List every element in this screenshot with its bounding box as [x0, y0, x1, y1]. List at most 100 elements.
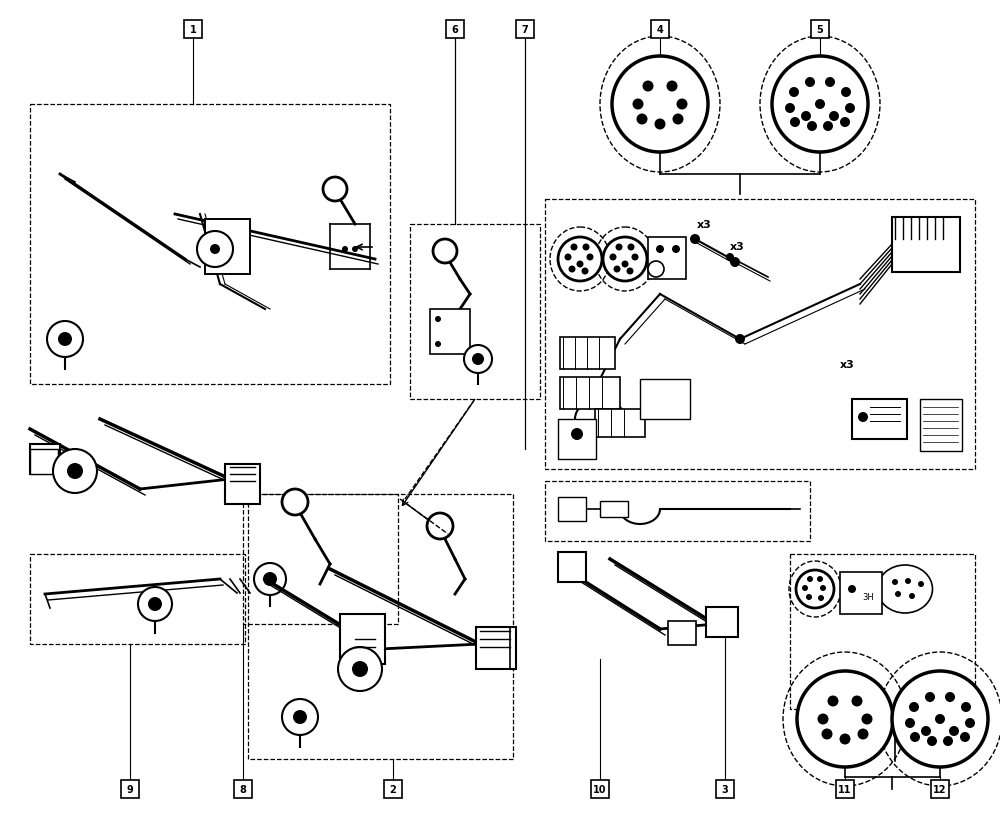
Circle shape [807, 122, 817, 132]
Bar [243, 495, 398, 624]
Text: 7: 7 [522, 25, 528, 35]
Circle shape [818, 713, 828, 725]
Circle shape [943, 736, 953, 746]
Bar [446, 21, 464, 39]
Circle shape [772, 57, 868, 153]
Circle shape [254, 563, 286, 595]
Bar [706, 607, 738, 637]
Circle shape [672, 246, 680, 254]
Circle shape [927, 736, 937, 746]
Circle shape [571, 428, 583, 441]
Bar [595, 410, 645, 437]
Circle shape [825, 78, 835, 88]
Circle shape [148, 597, 162, 611]
Circle shape [796, 570, 834, 609]
Circle shape [632, 254, 639, 261]
Text: 1: 1 [190, 25, 196, 35]
Circle shape [822, 729, 832, 740]
Circle shape [892, 672, 988, 767]
Bar [248, 495, 513, 759]
Bar [558, 552, 586, 582]
Text: x3: x3 [840, 360, 855, 369]
Circle shape [586, 254, 594, 261]
Circle shape [925, 692, 935, 702]
Circle shape [802, 586, 808, 591]
Bar [30, 445, 60, 474]
Bar [30, 554, 245, 645]
Bar [410, 224, 540, 400]
Text: 2: 2 [390, 784, 396, 794]
Bar [836, 780, 854, 798]
Bar [121, 780, 139, 798]
Circle shape [790, 118, 800, 128]
Text: 6: 6 [452, 25, 458, 35]
Circle shape [961, 702, 971, 713]
Bar [591, 780, 609, 798]
Circle shape [558, 238, 602, 282]
Circle shape [197, 232, 233, 268]
Circle shape [342, 247, 348, 253]
Circle shape [282, 699, 318, 735]
Bar [545, 482, 810, 541]
Circle shape [564, 254, 572, 261]
Circle shape [626, 268, 634, 275]
Circle shape [138, 587, 172, 622]
Circle shape [801, 112, 811, 122]
Circle shape [690, 235, 700, 245]
Bar [30, 105, 390, 385]
Text: 10: 10 [593, 784, 607, 794]
Circle shape [637, 115, 648, 125]
Circle shape [642, 81, 654, 93]
Circle shape [918, 581, 924, 587]
Circle shape [905, 718, 915, 728]
Circle shape [862, 713, 872, 725]
Bar [558, 419, 596, 459]
Circle shape [805, 78, 815, 88]
Circle shape [858, 413, 868, 423]
Circle shape [582, 268, 588, 275]
Circle shape [648, 262, 664, 278]
Bar [716, 780, 734, 798]
Circle shape [820, 586, 826, 591]
Circle shape [210, 245, 220, 255]
Circle shape [610, 254, 616, 261]
Bar [516, 21, 534, 39]
Circle shape [806, 595, 812, 600]
Circle shape [845, 104, 855, 114]
Circle shape [909, 702, 919, 713]
Bar [384, 780, 402, 798]
Circle shape [435, 317, 441, 323]
Text: 5: 5 [817, 25, 823, 35]
Circle shape [656, 246, 664, 254]
Text: 3: 3 [722, 784, 728, 794]
Circle shape [815, 100, 825, 110]
Circle shape [654, 120, 666, 130]
Circle shape [895, 591, 901, 597]
Bar [640, 379, 690, 419]
Bar [184, 21, 202, 39]
Circle shape [949, 726, 959, 736]
Circle shape [807, 577, 813, 582]
Circle shape [905, 578, 911, 584]
Ellipse shape [878, 565, 932, 613]
Circle shape [58, 333, 72, 346]
Circle shape [582, 244, 590, 251]
Circle shape [945, 692, 955, 702]
Text: 11: 11 [838, 784, 852, 794]
Circle shape [666, 81, 678, 93]
Circle shape [622, 261, 629, 268]
Bar [600, 501, 628, 518]
Bar [668, 622, 696, 645]
Bar [648, 238, 686, 279]
Circle shape [823, 122, 833, 132]
Circle shape [603, 238, 647, 282]
Circle shape [921, 726, 931, 736]
Circle shape [817, 577, 823, 582]
Circle shape [352, 661, 368, 677]
Circle shape [427, 514, 453, 540]
Bar [931, 780, 949, 798]
Circle shape [263, 572, 277, 586]
Circle shape [612, 57, 708, 153]
Bar [340, 614, 385, 664]
Circle shape [852, 695, 862, 707]
